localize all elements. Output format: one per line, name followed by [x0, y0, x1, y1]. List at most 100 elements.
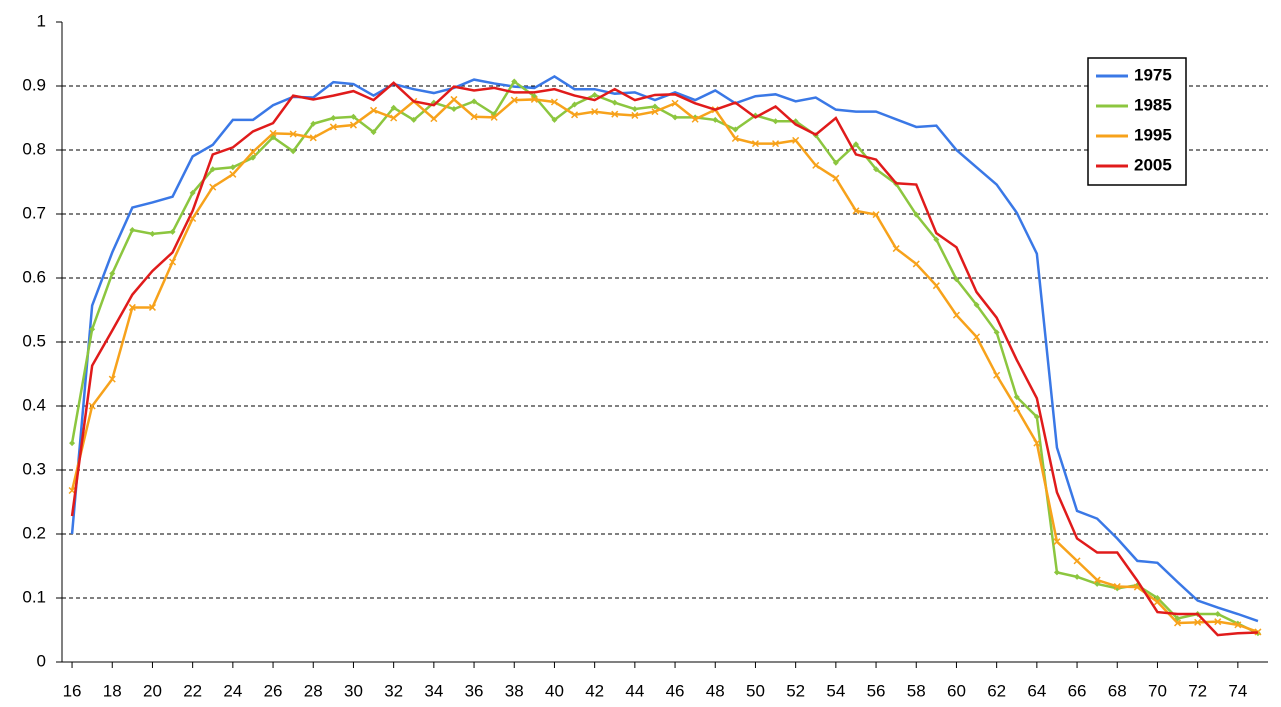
- marker: [1254, 628, 1262, 636]
- marker: [450, 106, 457, 113]
- marker: [1033, 439, 1041, 447]
- x-tick-label: 68: [1108, 681, 1127, 700]
- y-tick-label: 0.6: [22, 267, 46, 286]
- x-tick-label: 58: [907, 681, 926, 700]
- y-tick-label: 0.1: [22, 587, 46, 606]
- x-tick-label: 42: [585, 681, 604, 700]
- marker: [852, 207, 860, 215]
- x-tick-label: 40: [545, 681, 564, 700]
- x-tick-label: 36: [465, 681, 484, 700]
- marker: [611, 110, 619, 118]
- marker: [571, 111, 579, 119]
- marker: [651, 103, 658, 110]
- marker: [1234, 621, 1242, 629]
- marker: [329, 123, 337, 131]
- marker: [671, 99, 679, 107]
- marker: [651, 108, 659, 116]
- marker: [712, 116, 719, 123]
- x-tick-label: 20: [143, 681, 162, 700]
- marker: [872, 211, 880, 219]
- marker: [88, 402, 96, 410]
- x-tick-label: 32: [384, 681, 403, 700]
- marker: [672, 114, 679, 121]
- x-tick-label: 28: [304, 681, 323, 700]
- marker: [430, 115, 438, 123]
- marker: [933, 236, 940, 243]
- marker: [591, 91, 598, 98]
- marker: [812, 161, 820, 169]
- marker: [530, 95, 538, 103]
- marker: [370, 106, 378, 114]
- marker: [591, 108, 599, 116]
- x-tick-label: 26: [264, 681, 283, 700]
- marker: [832, 174, 840, 182]
- marker: [772, 118, 779, 125]
- x-tick-label: 72: [1188, 681, 1207, 700]
- legend: [1087, 57, 1187, 186]
- marker: [128, 303, 136, 311]
- x-tick-label: 56: [867, 681, 886, 700]
- series-line: [70, 97, 1259, 634]
- marker: [470, 113, 478, 121]
- marker: [410, 116, 417, 123]
- x-tick-label: 18: [103, 681, 122, 700]
- marker: [691, 115, 699, 123]
- y-tick-label: 0.9: [22, 75, 46, 94]
- marker: [551, 116, 558, 123]
- marker: [952, 311, 960, 319]
- x-tick-label: 64: [1027, 681, 1046, 700]
- x-tick-label: 52: [786, 681, 805, 700]
- marker: [289, 130, 297, 138]
- marker: [1194, 618, 1202, 626]
- legend-label: 1995: [1134, 125, 1172, 144]
- marker: [209, 166, 216, 173]
- marker: [350, 113, 357, 120]
- marker: [1033, 413, 1040, 420]
- y-tick-label: 0: [37, 651, 46, 670]
- marker: [772, 140, 780, 148]
- marker: [873, 166, 880, 173]
- marker: [751, 140, 759, 148]
- series-line: [70, 74, 1259, 623]
- marker: [129, 227, 136, 233]
- marker: [249, 154, 256, 161]
- marker: [1073, 557, 1081, 565]
- x-tick-label: 60: [947, 681, 966, 700]
- marker: [309, 134, 317, 142]
- marker: [290, 148, 297, 155]
- y-tick-label: 0.5: [22, 331, 46, 350]
- marker: [189, 189, 196, 196]
- marker: [69, 440, 76, 447]
- x-tick-label: 44: [625, 681, 644, 700]
- marker: [913, 211, 920, 218]
- marker: [892, 245, 900, 253]
- marker: [390, 114, 398, 122]
- marker: [269, 129, 277, 137]
- y-tick-label: 1: [37, 11, 46, 30]
- marker: [1013, 405, 1021, 413]
- marker: [450, 95, 458, 103]
- marker: [993, 329, 1000, 336]
- series-line: [70, 81, 1258, 637]
- x-tick-label: 66: [1068, 681, 1087, 700]
- marker: [390, 104, 397, 111]
- x-tick-label: 50: [746, 681, 765, 700]
- x-tick-label: 38: [505, 681, 524, 700]
- marker: [1153, 598, 1161, 606]
- x-tick-label: 62: [987, 681, 1006, 700]
- marker: [1013, 394, 1020, 401]
- legend-label: 1985: [1134, 95, 1172, 114]
- x-tick-label: 48: [706, 681, 725, 700]
- y-tick-label: 0.3: [22, 459, 46, 478]
- marker: [511, 78, 518, 85]
- marker: [108, 375, 116, 383]
- x-tick-label: 54: [826, 681, 845, 700]
- marker: [89, 326, 96, 333]
- marker: [611, 99, 618, 106]
- x-tick-label: 74: [1228, 681, 1247, 700]
- marker: [832, 159, 839, 166]
- y-tick-label: 0.4: [22, 395, 46, 414]
- marker: [169, 228, 176, 235]
- y-tick-label: 0.7: [22, 203, 46, 222]
